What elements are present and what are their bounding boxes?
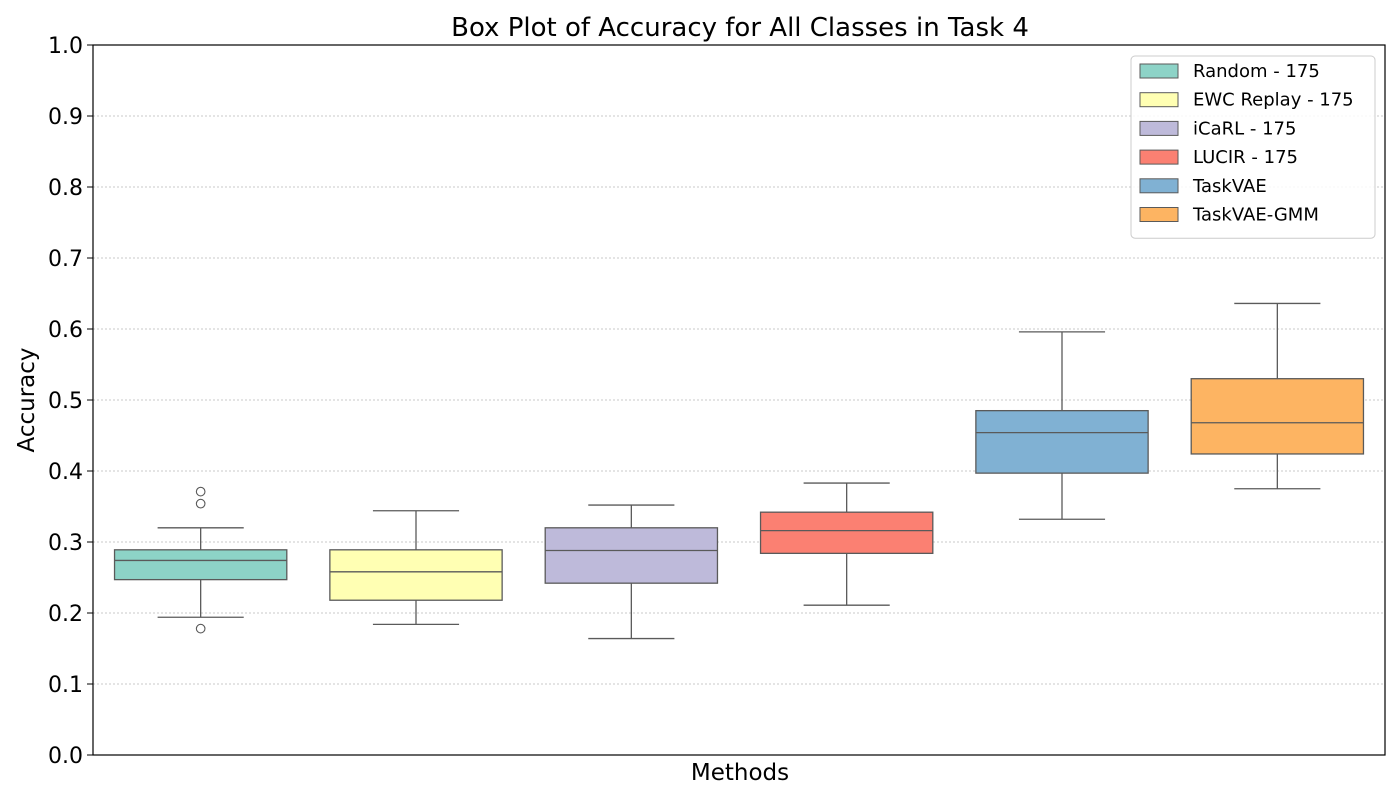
legend-box [1130, 55, 1376, 239]
legend: Random - 175 EWC Replay - 175 iCaRL - 175 L… [1130, 55, 1376, 239]
legend-swatch [1139, 207, 1179, 222]
y-tick-label: 0.5 [48, 389, 83, 414]
legend-label: TaskVAE-GMM [1192, 205, 1319, 226]
y-tick-label: 0.7 [48, 247, 83, 272]
legend-label: EWC Replay - 175 [1193, 90, 1354, 111]
box-group [113, 486, 288, 634]
y-tick-label: 1.0 [48, 34, 83, 59]
legend-label: LUCIR - 175 [1193, 147, 1298, 168]
legend-swatch [1139, 149, 1179, 165]
legend-label: iCaRL - 175 [1193, 118, 1296, 139]
legend-swatch [1139, 120, 1179, 136]
y-tick-label: 0.9 [48, 105, 83, 130]
x-axis-label: Methods [691, 760, 789, 786]
y-axis-label: Accuracy [14, 347, 40, 452]
y-tick-label: 0.6 [48, 318, 83, 343]
outlier-point [195, 486, 206, 497]
box-iqr [975, 409, 1149, 474]
y-tick-label: 0.2 [48, 602, 83, 627]
legend-swatch [1139, 63, 1179, 79]
y-tick-label: 0.3 [48, 531, 83, 556]
y-tick-label: 0.8 [48, 176, 83, 201]
box-group [1190, 302, 1365, 490]
boxes [113, 302, 1365, 640]
outlier-point [195, 623, 206, 634]
box-group [759, 482, 934, 606]
box-group [975, 331, 1149, 520]
y-axis-ticks: 0.0 0.1 0.2 0.3 0.4 0.5 0.6 0.7 0.8 0.9 1.0 [48, 34, 93, 769]
box-iqr [113, 549, 288, 581]
legend-label: TaskVAE [1192, 176, 1267, 197]
legend-swatch [1139, 178, 1179, 194]
outlier-point [195, 498, 206, 509]
box-iqr [759, 511, 934, 555]
box-iqr [329, 549, 503, 601]
y-tick-label: 0.1 [48, 673, 83, 698]
box-group [329, 510, 503, 626]
legend-swatch [1139, 92, 1179, 108]
box-group [544, 504, 719, 640]
box-iqr [1190, 378, 1365, 455]
legend-label: Random - 175 [1193, 61, 1320, 82]
y-tick-label: 0.4 [48, 460, 83, 485]
y-tick-label: 0.0 [48, 744, 83, 769]
chart-title: Box Plot of Accuracy for All Classes in … [451, 13, 1029, 43]
box-iqr [544, 527, 719, 584]
